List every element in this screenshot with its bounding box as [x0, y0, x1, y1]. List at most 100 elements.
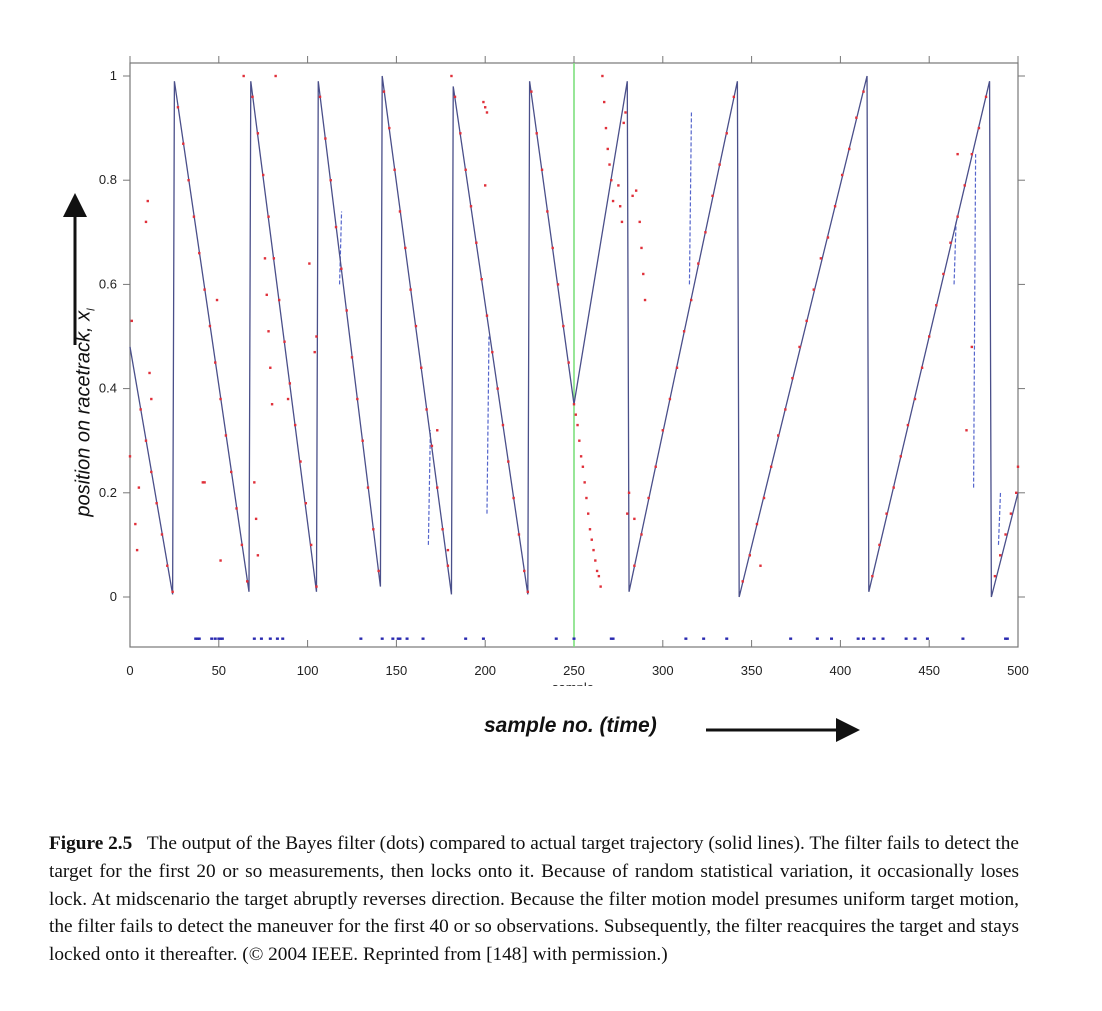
filter-estimate-dot [704, 231, 707, 234]
filter-estimate-dot [459, 132, 462, 135]
filter-estimate-dot [862, 90, 865, 93]
y-tick-label: 0.4 [99, 381, 117, 396]
filter-estimate-dot [160, 533, 164, 536]
filter-estimate-dot [984, 95, 988, 99]
filter-estimate-dot [617, 184, 620, 187]
filter-estimate-dot [137, 486, 141, 489]
filter-estimate-dot [769, 465, 773, 468]
filter-estimate-dot [166, 564, 169, 567]
y-axis-label: position on racetrack, xl [72, 308, 98, 517]
filter-estimate-dot [551, 246, 554, 250]
filter-estimate-dot [404, 246, 407, 250]
filter-estimate-dot [377, 569, 380, 573]
filter-estimate-dot [148, 371, 151, 375]
filter-estimate-dot [885, 512, 888, 515]
filter-estimate-dot [1016, 465, 1020, 468]
filter-estimate-dot [146, 199, 149, 203]
filter-estimate-dot [308, 262, 311, 265]
filter-estimate-dot [203, 288, 206, 291]
filter-estimate-dot [574, 413, 577, 416]
filter-estimate-dot [819, 257, 823, 260]
filter-estimate-dot [182, 142, 185, 145]
filter-estimate-dot [604, 126, 608, 130]
filter-estimate-dot [562, 324, 565, 328]
filter-estimate-dot [139, 408, 142, 411]
filter-estimate-dot [235, 507, 238, 510]
filter-estimate-dot [446, 564, 450, 567]
filter-estimate-dot [372, 528, 375, 531]
filter-estimate-dot [590, 538, 593, 541]
filter-estimate-dot [267, 330, 270, 333]
detection-marker [1005, 637, 1009, 640]
filter-estimate-dot [965, 429, 968, 432]
filter-estimate-dot [855, 116, 858, 119]
filter-estimate-dot [450, 74, 453, 78]
detection-marker [464, 637, 468, 640]
filter-estimate-dot [192, 215, 196, 218]
filter-estimate-dot [208, 324, 212, 328]
filter-estimate-dot [602, 100, 606, 104]
filter-estimate-dot [309, 543, 313, 547]
filter-estimate-dot [970, 152, 974, 156]
filter-estimate-dot [535, 132, 538, 135]
y-tick-label: 0.2 [99, 485, 117, 500]
filter-estimate-dot [812, 288, 815, 291]
filter-dashed-excursion [486, 336, 490, 514]
filter-estimate-dot [1004, 533, 1007, 536]
filter-estimate-dot [501, 423, 505, 427]
filter-estimate-dot [313, 350, 316, 354]
detection-marker [217, 637, 221, 640]
x-tick-label: 250 [563, 663, 585, 678]
filter-estimate-dot [356, 397, 359, 401]
filter-estimate-dot [755, 522, 759, 526]
filter-estimate-dot [409, 288, 412, 291]
detection-marker [281, 637, 285, 640]
filter-estimate-dot [631, 194, 634, 198]
filter-estimate-dot [512, 496, 515, 500]
filter-estimate-dot [642, 272, 645, 276]
detection-marker [421, 637, 425, 640]
filter-estimate-dot [661, 429, 664, 432]
filter-estimate-dot [597, 574, 601, 578]
filter-estimate-dot [592, 548, 595, 552]
filter-estimate-dot [215, 298, 219, 302]
filter-estimate-dot [682, 330, 686, 333]
filter-estimate-dot [611, 199, 615, 203]
x-tick-label: 150 [386, 663, 408, 678]
filter-estimate-dot [475, 241, 478, 244]
filter-estimate-dot [920, 366, 924, 369]
filter-estimate-dot [583, 481, 586, 484]
filter-estimate-dot [633, 517, 636, 521]
filter-estimate-dot [935, 304, 938, 307]
detection-marker [210, 637, 214, 640]
filter-estimate-dot [187, 179, 190, 182]
filter-estimate-dot [711, 194, 714, 198]
filter-estimate-dot [633, 564, 636, 567]
detection-marker [213, 637, 217, 640]
detection-marker [925, 637, 929, 640]
caption-text: The output of the Bayes filter (dots) co… [49, 833, 1019, 966]
filter-estimate-dot [214, 361, 217, 364]
filter-estimate-dot [608, 163, 611, 166]
filter-estimate-dot [230, 470, 233, 474]
filter-estimate-dot [324, 137, 327, 140]
filter-estimate-dot [805, 319, 808, 323]
detection-marker [197, 637, 201, 640]
x-tick-label: 500 [1007, 663, 1029, 678]
filter-estimate-dot [970, 345, 974, 349]
detection-marker [881, 637, 885, 640]
filter-estimate-dot [627, 491, 631, 494]
filter-estimate-dot [594, 559, 597, 562]
filter-estimate-dot [262, 173, 265, 177]
filter-estimate-dot [526, 590, 530, 593]
filter-estimate-dot [219, 559, 222, 562]
filter-estimate-dot [484, 106, 487, 109]
filter-estimate-dot [725, 132, 728, 135]
filter-estimate-dot [999, 554, 1002, 557]
x-axis-label: sample no. (time) [484, 714, 657, 737]
filter-estimate-dot [436, 429, 439, 432]
filter-estimate-dot [578, 439, 581, 442]
filter-estimate-dot [171, 590, 174, 593]
filter-estimate-dot [203, 481, 206, 484]
filter-estimate-dot [293, 423, 297, 427]
